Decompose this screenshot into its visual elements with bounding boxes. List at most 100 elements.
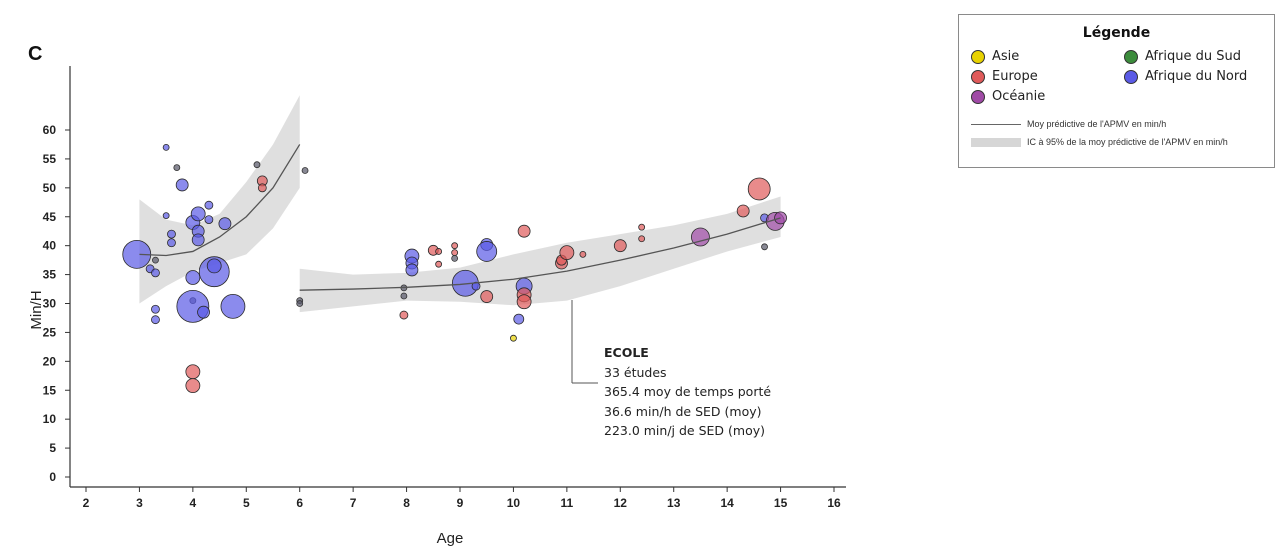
data-point <box>435 248 443 255</box>
legend-label-europe: Europe <box>992 69 1038 84</box>
data-point <box>185 378 201 394</box>
x-tick-label: 8 <box>403 496 410 510</box>
data-point <box>296 300 304 307</box>
data-point <box>191 233 205 247</box>
annotation-box: ECOLE 33 études 365.4 moy de temps porté… <box>604 343 771 441</box>
x-tick-label: 6 <box>296 496 303 510</box>
data-point <box>399 310 409 320</box>
x-tick-label: 10 <box>507 496 521 510</box>
x-tick-label: 4 <box>190 496 197 510</box>
legend-item-oceanie: Océanie <box>971 89 1045 104</box>
data-point <box>691 227 710 247</box>
data-point <box>204 215 214 225</box>
data-point <box>185 270 201 285</box>
legend-band-swatch <box>971 137 1021 147</box>
annotation-line: 223.0 min/j de SED (moy) <box>604 423 765 438</box>
data-point <box>579 250 587 258</box>
fit-line <box>299 217 781 291</box>
y-tick-label: 45 <box>43 210 57 224</box>
legend-item-ci-band: IC à 95% de la moy prédictive de l'APMV … <box>971 137 1228 147</box>
y-axis-label: Min/H <box>28 290 45 329</box>
x-tick-label: 5 <box>243 496 250 510</box>
x-tick-label: 12 <box>614 496 628 510</box>
legend-label-afrique-du-nord: Afrique du Nord <box>1145 69 1248 84</box>
y-tick-label: 50 <box>43 181 57 195</box>
y-tick-label: 35 <box>43 268 57 282</box>
legend: Légende Asie Afrique du Sud Europe Afriq… <box>958 14 1275 168</box>
x-tick-label: 15 <box>774 496 788 510</box>
ci-band <box>299 196 781 313</box>
legend-swatch-afrique-du-nord <box>1124 69 1138 84</box>
data-point <box>218 217 232 231</box>
data-point <box>451 254 459 262</box>
data-point <box>517 224 531 238</box>
data-point <box>152 256 159 264</box>
data-point <box>190 206 206 222</box>
x-tick-label: 7 <box>350 496 357 510</box>
legend-swatch-afrique-du-sud <box>1124 49 1138 64</box>
legend-label-oceanie: Océanie <box>992 89 1046 104</box>
data-point <box>162 143 170 151</box>
data-point <box>257 183 267 193</box>
legend-item-asie: Asie <box>971 49 1019 64</box>
data-point <box>253 161 261 169</box>
data-point <box>435 260 443 268</box>
y-tick-label: 15 <box>43 383 57 397</box>
legend-item-europe: Europe <box>971 69 1038 84</box>
y-tick-label: 60 <box>43 123 57 137</box>
data-point <box>167 238 176 248</box>
x-tick-label: 16 <box>827 496 841 510</box>
data-point <box>476 241 498 262</box>
annotation-title: ECOLE <box>604 345 649 360</box>
data-point <box>638 223 646 231</box>
x-tick-label: 9 <box>457 496 464 510</box>
data-point <box>162 212 170 219</box>
data-point <box>559 245 575 261</box>
data-point <box>451 242 459 250</box>
y-tick-label: 20 <box>43 354 57 368</box>
data-point <box>220 293 246 319</box>
data-point <box>206 258 222 274</box>
data-point <box>175 178 189 192</box>
data-point <box>747 177 771 201</box>
data-point <box>173 164 181 171</box>
x-tick-label: 2 <box>83 496 90 510</box>
panel-label: C <box>28 43 42 65</box>
x-tick-label: 3 <box>136 496 143 510</box>
data-point <box>513 313 525 325</box>
x-tick-label: 11 <box>561 496 574 510</box>
data-point <box>451 249 459 257</box>
data-point <box>151 304 160 314</box>
data-point <box>151 315 160 325</box>
data-point <box>638 235 646 243</box>
legend-label-asie: Asie <box>992 49 1020 64</box>
x-tick-label: 14 <box>720 496 734 510</box>
legend-line-label: Moy prédictive de l'APMV en min/h <box>1027 119 1167 129</box>
data-point <box>151 268 160 278</box>
y-tick-label: 0 <box>49 470 56 484</box>
y-tick-label: 5 <box>49 441 56 455</box>
data-point <box>480 290 494 303</box>
data-point <box>613 239 627 253</box>
fit-line <box>139 144 301 257</box>
x-axis-label: Age <box>437 530 464 547</box>
data-point <box>405 263 419 277</box>
legend-item-afrique-du-sud: Afrique du Sud <box>1124 49 1241 64</box>
annotation-line: 365.4 moy de temps porté <box>604 384 772 399</box>
legend-swatch-asie <box>971 49 985 64</box>
annotation-line: 33 études <box>604 364 667 380</box>
y-tick-label: 10 <box>43 412 57 426</box>
legend-band-label: IC à 95% de la moy prédictive de l'APMV … <box>1027 137 1228 147</box>
y-tick-label: 25 <box>43 325 57 339</box>
y-tick-label: 30 <box>43 297 57 311</box>
legend-line-swatch <box>971 123 1021 125</box>
legend-item-fit-line: Moy prédictive de l'APMV en min/h <box>971 119 1166 129</box>
data-point <box>510 334 517 342</box>
x-tick-label: 13 <box>667 496 681 510</box>
data-point <box>736 204 750 218</box>
annotation-line: 36.6 min/h de SED (moy) <box>604 403 762 419</box>
data-point <box>204 200 214 210</box>
ci-band <box>139 95 300 304</box>
